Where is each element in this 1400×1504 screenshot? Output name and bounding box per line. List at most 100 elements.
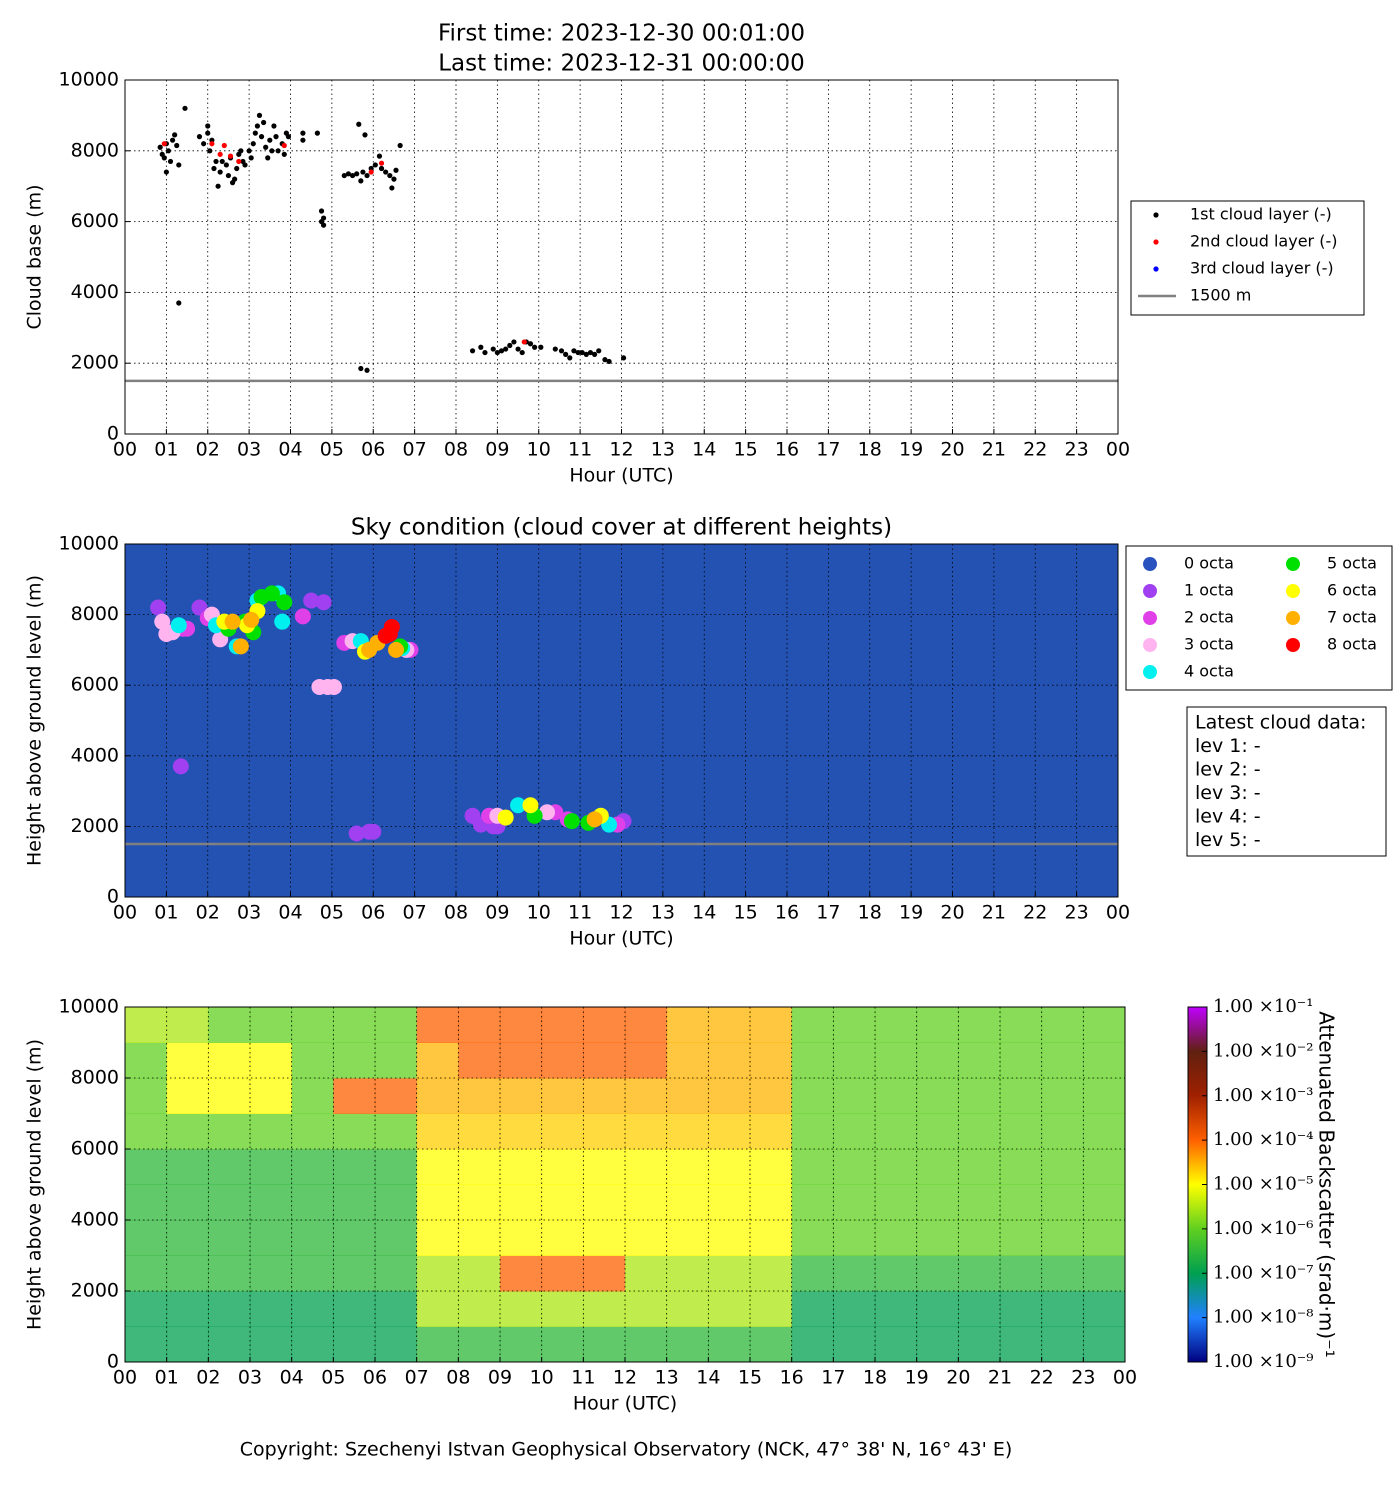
x-tick-label: 23: [1065, 902, 1089, 924]
x-tick-label: 00: [1113, 1367, 1137, 1389]
heatmap-cell: [916, 1078, 959, 1114]
heatmap-cell: [500, 1149, 543, 1185]
point: [219, 158, 225, 165]
point: [246, 148, 252, 154]
point: [587, 349, 594, 356]
heatmap-cell: [750, 1042, 793, 1079]
point: [170, 617, 187, 634]
point: [368, 169, 374, 175]
heatmap-cell: [458, 1078, 501, 1114]
heatmap-cell: [708, 1184, 751, 1221]
point: [263, 585, 280, 602]
heatmap-cell: [333, 1149, 376, 1185]
point: [318, 208, 325, 214]
point: [217, 151, 223, 157]
point: [364, 172, 370, 179]
heatmap-cell: [500, 1113, 543, 1150]
heatmap-cell: [1083, 1291, 1126, 1327]
point: [571, 348, 577, 354]
point: [157, 144, 163, 150]
point: [397, 142, 403, 149]
legend-label: 2nd cloud layer (-): [1190, 232, 1337, 251]
legend-marker: [1143, 638, 1157, 652]
point: [606, 358, 612, 365]
heatmap-cell: [125, 1007, 168, 1043]
annotation-line: lev 3: -: [1195, 782, 1261, 804]
point: [532, 344, 538, 350]
y-tick-label: 0: [107, 886, 119, 908]
x-tick-label: 21: [988, 1367, 1012, 1389]
heatmap-cell: [500, 1291, 543, 1327]
heatmap-cell: [708, 1220, 751, 1256]
heatmap-cell: [333, 1113, 376, 1150]
point: [303, 592, 320, 609]
heatmap-cell: [291, 1220, 334, 1256]
heatmap-cell: [750, 1149, 793, 1185]
y-tick-label: 10000: [59, 533, 119, 555]
heatmap-cell: [416, 1255, 459, 1292]
heatmap-cell: [541, 1184, 584, 1221]
heatmap-cell: [1041, 1078, 1084, 1114]
x-tick-label: 12: [609, 902, 633, 924]
point: [497, 809, 514, 826]
legend-marker: [1143, 584, 1157, 598]
heatmap-cell: [958, 1007, 1001, 1043]
x-tick-label: 00: [113, 439, 137, 461]
heatmap-cell: [875, 1184, 918, 1221]
point: [176, 300, 182, 306]
point: [161, 155, 167, 161]
annotation-line: Latest cloud data:: [1195, 712, 1366, 734]
legend-marker: [1286, 557, 1300, 571]
x-tick-label: 21: [982, 902, 1006, 924]
heatmap-cell: [583, 1042, 626, 1079]
x-axis-label: Hour (UTC): [573, 1393, 677, 1415]
heatmap-cell: [541, 1149, 584, 1185]
heatmap-cell: [125, 1078, 168, 1114]
point: [207, 148, 213, 154]
heatmap-cell: [541, 1291, 584, 1327]
point: [273, 134, 279, 140]
point: [196, 134, 203, 140]
x-tick-label: 11: [571, 1367, 595, 1389]
heatmap-cell: [958, 1113, 1001, 1150]
point: [575, 349, 581, 356]
legend-label: 3 octa: [1184, 635, 1234, 654]
point: [341, 172, 347, 179]
annotation-line: lev 5: -: [1195, 829, 1261, 851]
heatmap-cell: [625, 1007, 668, 1043]
heatmap-cell: [416, 1184, 459, 1221]
x-tick-label: 15: [734, 439, 758, 461]
heatmap-cell: [1083, 1184, 1126, 1221]
point: [348, 825, 365, 842]
heatmap-cell: [583, 1007, 626, 1043]
heatmap-cell: [1083, 1149, 1126, 1185]
heatmap-cell: [708, 1255, 751, 1292]
legend-label: 4 octa: [1184, 662, 1234, 681]
heatmap-cell: [458, 1149, 501, 1185]
point: [490, 346, 496, 352]
heatmap-cell: [750, 1326, 793, 1363]
heatmap-cell: [1000, 1113, 1043, 1150]
heatmap-cell: [250, 1149, 293, 1185]
y-tick-label: 2000: [71, 815, 119, 837]
colorbar-tick-label: 1.00 ×10⁻⁶: [1213, 1218, 1314, 1239]
x-tick-label: 00: [113, 902, 137, 924]
point: [315, 594, 332, 611]
heatmap-cell: [458, 1326, 501, 1363]
y-tick-label: 4000: [71, 744, 119, 766]
heatmap-cell: [916, 1042, 959, 1079]
x-tick-label: 05: [321, 1367, 345, 1389]
heatmap-cell: [916, 1113, 959, 1150]
heatmap-cell: [333, 1042, 376, 1079]
heatmap-cell: [375, 1291, 418, 1327]
x-tick-label: 12: [613, 1367, 637, 1389]
x-tick-label: 21: [982, 439, 1006, 461]
heatmap-cell: [458, 1113, 501, 1150]
heatmap-cell: [166, 1149, 209, 1185]
point: [507, 342, 513, 349]
x-tick-label: 17: [821, 1367, 845, 1389]
heatmap-cell: [666, 1220, 709, 1256]
heatmap-cell: [1041, 1007, 1084, 1043]
point: [345, 171, 352, 177]
heatmap-cell: [166, 1220, 209, 1256]
